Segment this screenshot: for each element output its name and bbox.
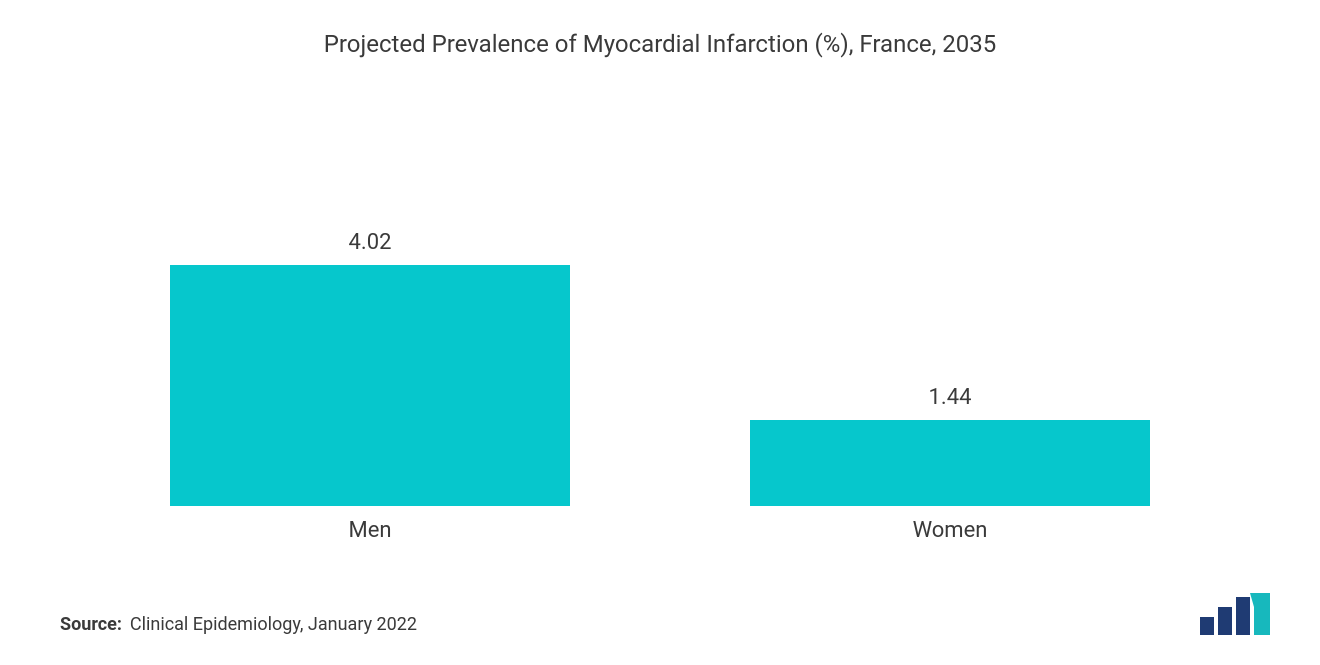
bar	[170, 265, 570, 506]
bar	[750, 420, 1150, 506]
bar-category-label: Men	[348, 518, 391, 543]
bar-value-label: 4.02	[349, 230, 392, 255]
plot-area: 4.02 Men 1.44 Women	[50, 68, 1270, 543]
source-text: Clinical Epidemiology, January 2022	[130, 614, 417, 635]
source-citation: Source: Clinical Epidemiology, January 20…	[60, 614, 417, 635]
chart-title: Projected Prevalence of Myocardial Infar…	[50, 30, 1270, 58]
source-label: Source:	[60, 614, 122, 635]
chart-container: Projected Prevalence of Myocardial Infar…	[0, 0, 1320, 665]
chart-footer: Source: Clinical Epidemiology, January 20…	[50, 593, 1270, 635]
bar-value-label: 1.44	[929, 385, 972, 410]
brand-logo	[1200, 593, 1270, 635]
bar-group: 1.44 Women	[750, 385, 1150, 543]
bar-group: 4.02 Men	[170, 230, 570, 543]
bar-category-label: Women	[913, 518, 988, 543]
